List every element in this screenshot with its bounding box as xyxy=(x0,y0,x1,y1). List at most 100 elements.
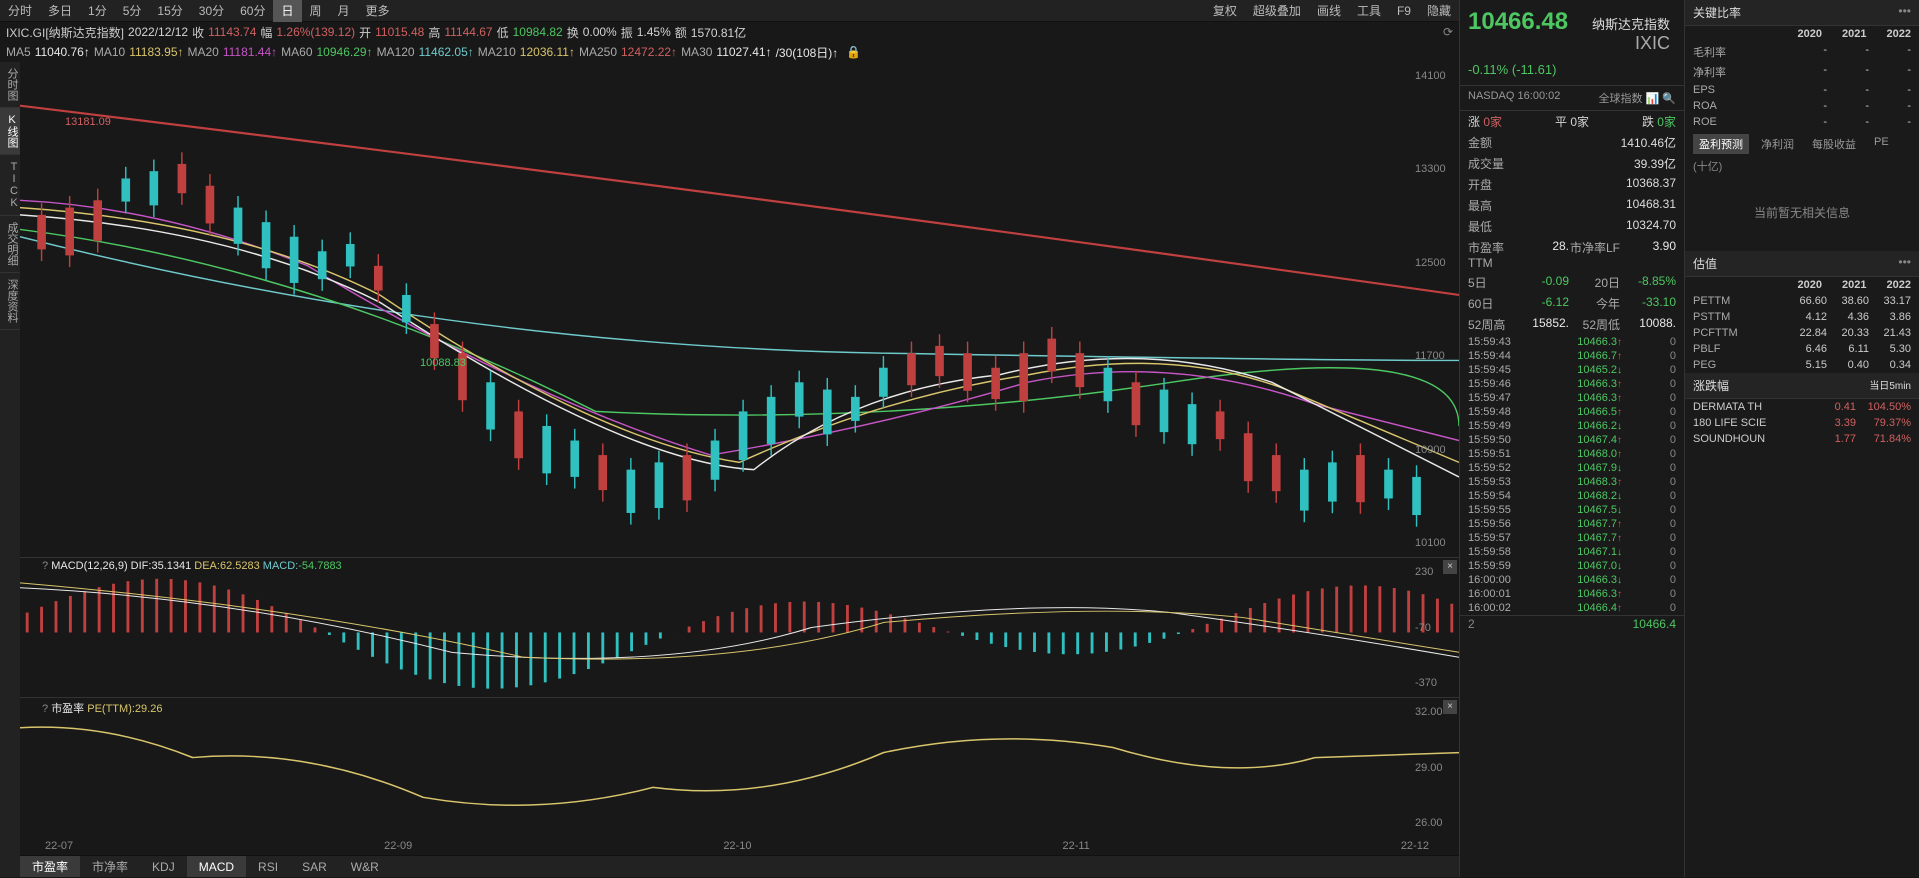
tick-row: 15:59:4710466.30 xyxy=(1460,391,1684,405)
ratio-row: EPS--- xyxy=(1685,82,1919,98)
forecast-tab-3[interactable]: PE xyxy=(1868,134,1895,154)
timeframe-分时[interactable]: 分时 xyxy=(0,0,40,22)
forecast-tab-2[interactable]: 每股收益 xyxy=(1806,134,1862,154)
tick-row: 15:59:4810466.50 xyxy=(1460,405,1684,419)
stat-row: 最高10468.31 xyxy=(1460,195,1684,216)
ratio-row: ROA--- xyxy=(1685,98,1919,114)
ratio-row: ROE--- xyxy=(1685,114,1919,130)
mover-row[interactable]: SOUNDHOUN1.7771.84% xyxy=(1685,431,1919,447)
time-axis: 22-0722-0922-1022-1122-12 xyxy=(20,837,1459,855)
timeframe-30分[interactable]: 30分 xyxy=(191,0,232,22)
timeframe-日[interactable]: 日 xyxy=(273,0,301,22)
movers-header: 涨跌幅 xyxy=(1693,377,1729,394)
tool-超级叠加[interactable]: 超级叠加 xyxy=(1245,0,1309,22)
candlestick-chart[interactable]: 13181.09 10088.83 1410013300125001170010… xyxy=(20,62,1459,557)
vibration-value: 1.45% xyxy=(637,25,671,39)
indicator-bar: 市盈率市净率KDJMACDRSISARW&R xyxy=(20,855,1459,877)
symbol-info-bar: IXIC.GI[纳斯达克指数] 2022/12/12 收11143.74 幅1.… xyxy=(0,22,1459,42)
valuation-row: PSTTM4.124.363.86 xyxy=(1685,309,1919,325)
tick-row: 15:59:5910467.00 xyxy=(1460,559,1684,573)
forecast-tab-0[interactable]: 盈利预测 xyxy=(1693,134,1749,154)
forecast-tabs: 盈利预测净利润每股收益 PE xyxy=(1685,130,1919,158)
tick-row: 15:59:4910466.20 xyxy=(1460,419,1684,433)
forecast-tab-1[interactable]: 净利润 xyxy=(1755,134,1800,154)
stat-row: 金额1410.46亿 xyxy=(1460,132,1684,153)
ratio-row: 毛利率--- xyxy=(1685,42,1919,62)
stat-row: 开盘10368.37 xyxy=(1460,174,1684,195)
sidebar-tab-3[interactable]: 成交明细 xyxy=(0,216,20,273)
tick-row: 16:00:0210466.40 xyxy=(1460,601,1684,615)
search-icon[interactable]: 🔍 xyxy=(1662,93,1676,105)
ma-indicator-bar: MA511040.76↑MA1011183.95↑MA2011181.44↑MA… xyxy=(0,42,1459,62)
chart-icon[interactable]: 📊 xyxy=(1646,93,1660,105)
change-abs: (-11.61) xyxy=(1512,62,1557,77)
tool-F9[interactable]: F9 xyxy=(1389,0,1419,22)
tick-row: 15:59:5110468.00 xyxy=(1460,447,1684,461)
timeframe-多日[interactable]: 多日 xyxy=(40,0,80,22)
sidebar-tab-0[interactable]: 分时图 xyxy=(0,62,20,108)
tool-画线[interactable]: 画线 xyxy=(1309,0,1349,22)
tool-工具[interactable]: 工具 xyxy=(1349,0,1389,22)
sidebar-tab-1[interactable]: K线图 xyxy=(0,108,20,155)
amplitude-value: 1.26%(139.12) xyxy=(276,25,355,39)
empty-forecast-message: 当前暂无相关信息 xyxy=(1685,174,1919,251)
tick-row: 15:59:5010467.40 xyxy=(1460,433,1684,447)
valuation-row: PEG5.150.400.34 xyxy=(1685,357,1919,373)
ticker: IXIC xyxy=(1592,33,1670,54)
more-valuation-icon[interactable]: ••• xyxy=(1898,255,1911,272)
volume-value: 1570.81亿 xyxy=(691,24,746,41)
timeframe-1分[interactable]: 1分 xyxy=(80,0,115,22)
tick-row: 15:59:4410466.70 xyxy=(1460,349,1684,363)
mover-row[interactable]: 180 LIFE SCIE3.3979.37% xyxy=(1685,415,1919,431)
pe-panel[interactable]: ? 市盈率 PE(TTM):29.26 × 32.0029.0026.00 xyxy=(20,697,1459,837)
open-value: 11015.48 xyxy=(375,25,424,39)
sidebar-tab-2[interactable]: TICK xyxy=(0,155,20,216)
indicator-市盈率[interactable]: 市盈率 xyxy=(20,856,80,877)
symbol-code[interactable]: IXIC.GI[纳斯达克指数] xyxy=(6,24,124,41)
peak-label: 13181.09 xyxy=(65,116,111,128)
tick-row: 15:59:4310466.30 xyxy=(1460,335,1684,349)
index-name: 纳斯达克指数 xyxy=(1592,14,1670,33)
tick-row: 15:59:4610466.30 xyxy=(1460,377,1684,391)
indicator-SAR[interactable]: SAR xyxy=(290,856,339,877)
low-value: 10984.82 xyxy=(513,25,563,39)
key-ratios-header: 关键比率 xyxy=(1693,4,1741,21)
change-pct: -0.11% xyxy=(1468,62,1508,77)
sidebar-tab-4[interactable]: 深度资料 xyxy=(0,273,20,330)
stat-row: 52周高15852.52周低10088. xyxy=(1460,314,1684,335)
indicator-W&R[interactable]: W&R xyxy=(339,856,391,877)
symbol-date: 2022/12/12 xyxy=(128,25,188,39)
indicator-MACD[interactable]: MACD xyxy=(187,856,246,877)
tick-row: 15:59:5410468.20 xyxy=(1460,489,1684,503)
ratio-row: 净利率--- xyxy=(1685,62,1919,82)
tick-row: 15:59:5610467.70 xyxy=(1460,517,1684,531)
tick-row: 15:59:5210467.90 xyxy=(1460,461,1684,475)
tick-row: 15:59:5710467.70 xyxy=(1460,531,1684,545)
stat-row: 最低10324.70 xyxy=(1460,216,1684,237)
tick-row: 16:00:0010466.30 xyxy=(1460,573,1684,587)
refresh-icon[interactable]: ⟳ xyxy=(1443,25,1453,39)
indicator-RSI[interactable]: RSI xyxy=(246,856,290,877)
tick-row: 15:59:5510467.50 xyxy=(1460,503,1684,517)
timeframe-60分[interactable]: 60分 xyxy=(232,0,273,22)
timeframe-15分[interactable]: 15分 xyxy=(149,0,190,22)
timeframe-更多[interactable]: 更多 xyxy=(358,0,398,22)
timeframe-5分[interactable]: 5分 xyxy=(115,0,150,22)
tick-row: 15:59:4510465.20 xyxy=(1460,363,1684,377)
indicator-KDJ[interactable]: KDJ xyxy=(140,856,187,877)
stat-row: 5日-0.0920日-8.85% xyxy=(1460,272,1684,293)
tool-复权[interactable]: 复权 xyxy=(1205,0,1245,22)
timeframe-月[interactable]: 月 xyxy=(330,0,358,22)
indicator-市净率[interactable]: 市净率 xyxy=(80,856,140,877)
more-icon[interactable]: ••• xyxy=(1898,4,1911,21)
movers-tab-0[interactable]: 当日 xyxy=(1869,381,1889,392)
valuation-row: PCFTTM22.8420.3321.43 xyxy=(1685,325,1919,341)
tool-隐藏[interactable]: 隐藏 xyxy=(1419,0,1459,22)
movers-tab-1[interactable]: 5min xyxy=(1889,381,1911,392)
lock-icon[interactable]: 🔒 xyxy=(846,45,861,59)
mover-row[interactable]: DERMATA TH0.41104.50% xyxy=(1685,399,1919,415)
macd-panel[interactable]: ? MACD(12,26,9) DIF:35.1341 DEA:62.5283 … xyxy=(20,557,1459,697)
timeframe-周[interactable]: 周 xyxy=(302,0,330,22)
advance-decline: 涨 0家 平 0家 跌 0家 xyxy=(1460,111,1684,132)
tick-list[interactable]: 15:59:4310466.3015:59:4410466.7015:59:45… xyxy=(1460,335,1684,615)
